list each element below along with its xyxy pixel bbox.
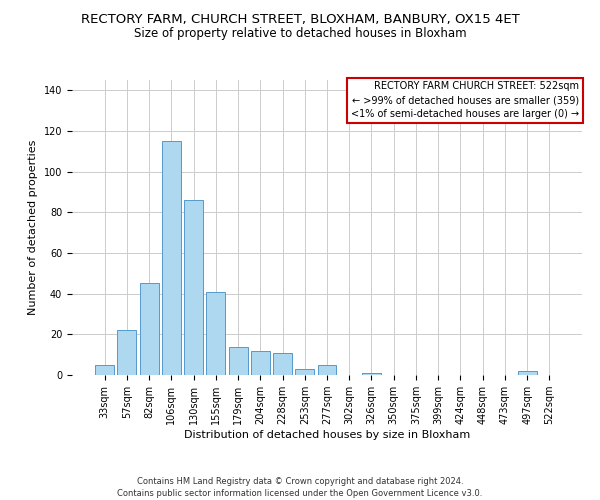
Bar (162, 141, 181, 375)
Bar (140, 284, 158, 375)
Text: Size of property relative to detached houses in Bloxham: Size of property relative to detached ho… (134, 28, 466, 40)
Bar (206, 292, 225, 375)
Bar (184, 200, 203, 375)
Y-axis label: Number of detached properties: Number of detached properties (28, 140, 38, 315)
Bar (251, 350, 270, 375)
Bar (273, 352, 292, 375)
Bar (95, 365, 114, 375)
Bar (518, 371, 536, 375)
X-axis label: Distribution of detached houses by size in Bloxham: Distribution of detached houses by size … (184, 430, 470, 440)
Text: Contains HM Land Registry data © Crown copyright and database right 2024.
Contai: Contains HM Land Registry data © Crown c… (118, 476, 482, 498)
Text: RECTORY FARM, CHURCH STREET, BLOXHAM, BANBURY, OX15 4ET: RECTORY FARM, CHURCH STREET, BLOXHAM, BA… (80, 12, 520, 26)
Bar (362, 373, 381, 375)
Text: RECTORY FARM CHURCH STREET: 522sqm
← >99% of detached houses are smaller (359)
<: RECTORY FARM CHURCH STREET: 522sqm ← >99… (352, 82, 580, 120)
Bar (295, 369, 314, 375)
Bar (229, 346, 248, 375)
Bar (317, 365, 337, 375)
Bar (118, 330, 136, 375)
